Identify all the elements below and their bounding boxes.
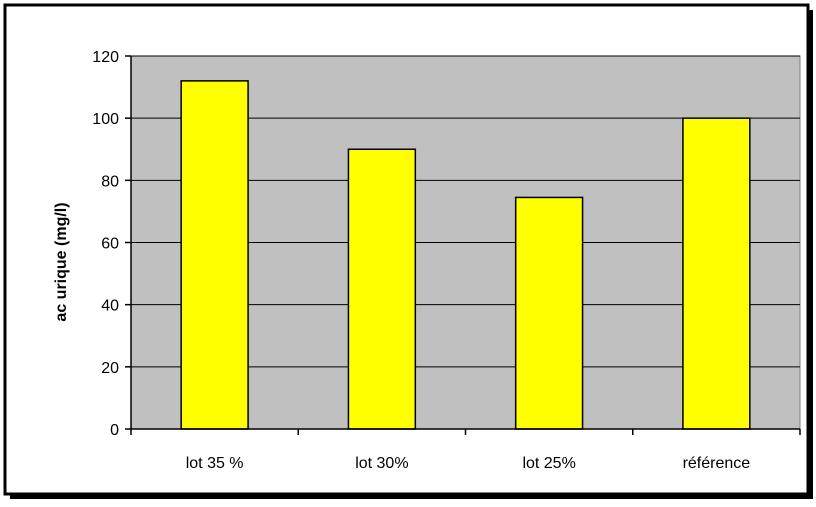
bar-1 — [180, 80, 249, 430]
bar-4 — [682, 117, 751, 430]
bars — [180, 80, 751, 430]
y-tick-label: 40 — [101, 298, 119, 315]
y-axis-label: ac urique (mg/l) — [53, 202, 70, 321]
bar-3 — [514, 196, 584, 430]
x-tick-label: lot 35 % — [186, 455, 244, 472]
x-tick-label: lot 30% — [355, 455, 408, 472]
x-tick-label: lot 25% — [522, 455, 575, 472]
y-tick-label: 0 — [110, 422, 119, 439]
bar-2 — [347, 148, 417, 430]
x-tick-labels: lot 35 % lot 30% lot 25% référence — [186, 455, 751, 472]
y-tick-labels: 0 20 40 60 80 100 120 — [92, 49, 119, 439]
y-tick-label: 100 — [92, 111, 119, 128]
y-tick-label: 60 — [101, 236, 119, 253]
y-tick-label: 20 — [101, 360, 119, 377]
y-tick-label: 80 — [101, 173, 119, 190]
x-tick-label: référence — [683, 455, 751, 472]
axes — [125, 55, 801, 435]
y-tick-label: 120 — [92, 49, 119, 66]
